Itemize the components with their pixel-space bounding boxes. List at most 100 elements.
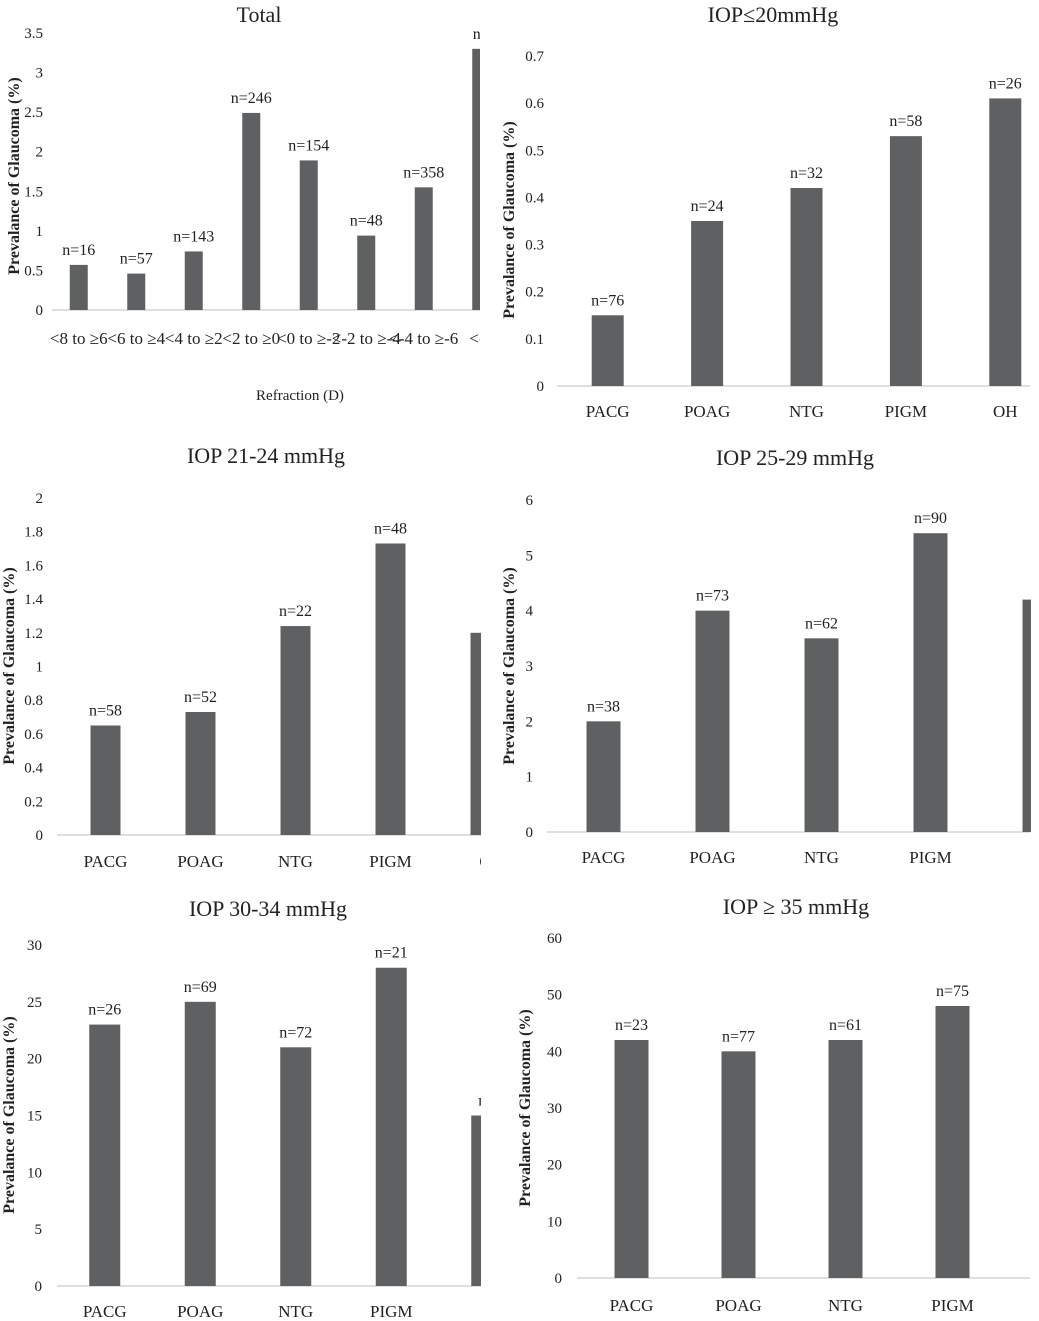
data-label: n=26: [88, 1002, 121, 1019]
bar: [280, 626, 311, 835]
x-tick-label: PACG: [610, 1296, 654, 1315]
y-tick-label: 0: [555, 1271, 563, 1287]
data-label: n=48: [350, 213, 383, 230]
x-tick-label: <-2 to ≥-4: [332, 329, 401, 348]
bar: [280, 1047, 312, 1286]
y-tick-label: 1.5: [24, 184, 43, 200]
bar: [790, 188, 823, 386]
x-tick-label: PIGM: [931, 1296, 974, 1315]
y-tick-label: 1.4: [24, 592, 43, 608]
y-tick-label: 0.4: [525, 190, 544, 206]
bar: [1022, 599, 1031, 832]
y-tick-label: 0: [36, 303, 44, 319]
chart-iop-25-29: IOP 25-29 mmHg Prevalance of Glaucoma (%…: [501, 445, 1039, 867]
x-tick-label: POAG: [177, 852, 223, 871]
bar: [127, 273, 146, 310]
data-label: n=32: [790, 165, 823, 182]
data-label: n=: [478, 1093, 495, 1110]
y-tick-label: 1: [526, 770, 534, 786]
data-label: n=69: [184, 979, 217, 996]
data-label: n=61: [829, 1017, 862, 1034]
bar: [691, 221, 724, 386]
y-tick-label: 2.5: [24, 105, 43, 121]
data-label: n=90: [914, 510, 947, 527]
chart-iop-ge-35: IOP ≥ 35 mmHg Prevalance of Glaucoma (%)…: [517, 894, 1030, 1315]
chart-title: IOP 25-29 mmHg: [716, 445, 874, 470]
chart-total: Total Prevalance of Glaucoma (%) Refract…: [6, 2, 490, 404]
bar: [69, 264, 88, 310]
y-tick-label: 0.8: [24, 693, 43, 709]
y-tick-label: 1.6: [24, 558, 43, 574]
y-tick-label: 0: [35, 1279, 43, 1295]
y-axis-label: Prevalance of Glaucoma (%): [501, 121, 518, 318]
data-label: n=48: [374, 520, 407, 537]
x-tick-label: POAG: [684, 402, 730, 421]
x-tick-label: <6 to ≥4: [107, 329, 165, 348]
x-tick-label: POAG: [715, 1296, 761, 1315]
bar: [414, 187, 433, 310]
data-label: n=: [473, 26, 490, 43]
x-tick-label: OH: [993, 402, 1018, 421]
chart-title: IOP 21-24 mmHg: [187, 443, 345, 468]
x-tick-label: PIGM: [909, 848, 952, 867]
y-axis-label: Prevalance of Glaucoma (%): [1, 567, 18, 764]
bar: [913, 533, 948, 832]
data-label: n=73: [696, 588, 729, 605]
data-label: n=24: [691, 198, 724, 215]
x-tick-label: NTG: [278, 1302, 313, 1321]
x-tick-label: POAG: [689, 848, 735, 867]
chart-title: Total: [237, 2, 282, 27]
y-tick-label: 0.7: [525, 49, 544, 65]
x-tick-label: <8 to ≥6: [50, 329, 108, 348]
bar: [470, 632, 481, 835]
bar: [889, 136, 922, 386]
y-tick-label: 40: [547, 1044, 562, 1060]
y-tick-label: 0.4: [24, 761, 43, 777]
data-label: n=154: [288, 137, 329, 154]
data-label: n=52: [184, 689, 217, 706]
x-tick-label: PACG: [586, 402, 630, 421]
y-tick-label: 0.6: [525, 96, 544, 112]
bar: [586, 721, 621, 832]
y-tick-label: 10: [547, 1214, 562, 1230]
x-tick-label: <-4 to ≥-6: [389, 329, 458, 348]
y-tick-label: 10: [27, 1165, 42, 1181]
data-label: n=21: [375, 945, 408, 962]
y-tick-label: 15: [27, 1109, 42, 1125]
bar: [695, 610, 730, 832]
y-tick-label: 50: [547, 988, 562, 1004]
data-label: n=57: [120, 251, 153, 268]
x-tick-label: NTG: [789, 402, 824, 421]
x-tick-label: O: [479, 852, 491, 871]
data-label: n=75: [936, 983, 969, 1000]
x-tick-label: PIGM: [885, 402, 928, 421]
y-tick-label: 3.5: [24, 26, 43, 42]
data-label: n: [1036, 577, 1039, 594]
y-tick-label: 5: [526, 548, 534, 564]
chart-title: IOP ≥ 35 mmHg: [723, 894, 869, 919]
chart-title: IOP 30-34 mmHg: [189, 896, 347, 921]
data-label: n=62: [805, 615, 838, 632]
bar: [184, 251, 203, 310]
y-tick-label: 0.5: [525, 143, 544, 159]
y-tick-label: 5: [35, 1222, 43, 1238]
bar: [185, 711, 216, 835]
y-tick-label: 1: [36, 660, 44, 676]
data-label: n=76: [591, 292, 624, 309]
y-tick-label: 6: [526, 493, 534, 509]
y-tick-label: 3: [526, 659, 534, 675]
y-tick-label: 0.6: [24, 727, 43, 743]
data-label: n=26: [989, 75, 1022, 92]
data-label: n=22: [279, 603, 312, 620]
x-axis-label: Refraction (D): [256, 388, 344, 404]
y-tick-label: 2: [36, 145, 44, 161]
bar: [614, 1040, 649, 1278]
x-tick-label: PACG: [83, 1302, 127, 1321]
bar: [472, 48, 480, 310]
bar: [804, 638, 839, 832]
y-tick-label: 2: [36, 491, 44, 507]
x-tick-label: <2 to ≥0: [222, 329, 280, 348]
chart-title: IOP≤20mmHg: [708, 2, 839, 27]
x-tick-label: <4 to ≥2: [165, 329, 223, 348]
